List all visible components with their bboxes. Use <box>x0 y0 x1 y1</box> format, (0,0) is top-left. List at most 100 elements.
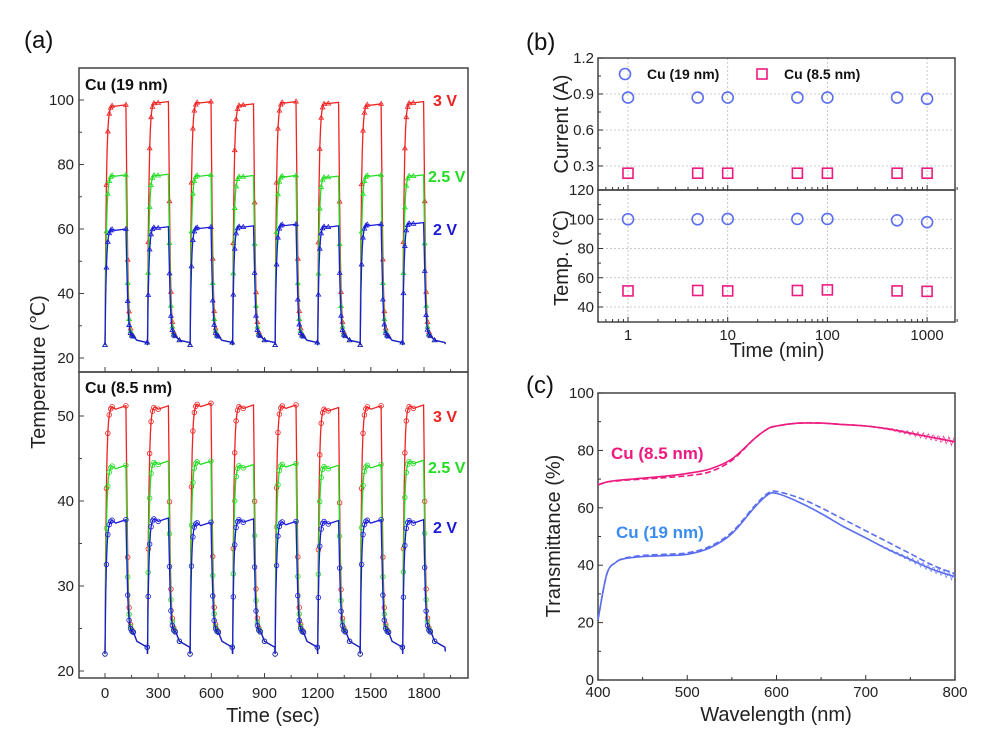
data-point <box>410 520 417 526</box>
data-point <box>187 341 194 347</box>
data-point <box>148 231 155 237</box>
data-point <box>424 326 431 332</box>
data-point <box>336 565 343 571</box>
data-point <box>189 236 196 243</box>
data-point-Cu85nm <box>921 167 933 179</box>
curve-label-cu-19nm: Cu (19 nm) <box>616 523 704 542</box>
panel-c-x-axis-title: Wavelength (nm) <box>700 704 852 726</box>
data-point <box>232 542 238 548</box>
data-point <box>215 333 222 339</box>
data-point <box>276 411 283 417</box>
data-point <box>191 107 198 113</box>
data-point-Cu19nm <box>691 91 704 104</box>
data-point <box>402 494 408 501</box>
data-point <box>410 220 417 226</box>
data-point <box>315 291 322 297</box>
data-point <box>361 177 368 183</box>
data-point <box>279 221 286 227</box>
data-point-Cu85nm <box>891 285 903 297</box>
series-label-3-V: 3 V <box>433 93 457 110</box>
series-line-Cu19nm-dashed <box>597 490 956 620</box>
legend-marker-cu-8-5nm <box>756 68 768 80</box>
data-point <box>235 102 242 108</box>
data-point <box>381 321 388 327</box>
data-point <box>318 526 324 532</box>
data-point <box>167 312 174 318</box>
data-point <box>106 110 113 116</box>
data-point <box>357 651 363 657</box>
data-point <box>103 264 110 270</box>
panel-label-b: (b) <box>526 29 555 56</box>
x-tick-label: 1500 <box>354 685 387 702</box>
data-point <box>403 469 409 476</box>
data-point <box>421 267 428 273</box>
data-point <box>363 518 369 525</box>
series-line-Cu19nm-solid <box>597 491 956 620</box>
data-point <box>123 517 129 523</box>
data-point <box>278 463 284 469</box>
data-point <box>240 519 246 525</box>
y-tick-label: 60 <box>577 270 594 287</box>
data-point <box>233 418 239 424</box>
data-point <box>103 228 110 234</box>
data-point-Cu85nm <box>821 167 834 179</box>
data-point <box>339 622 346 629</box>
data-point <box>385 333 392 339</box>
data-point <box>155 224 162 230</box>
data-point <box>105 531 111 538</box>
data-point <box>338 608 344 614</box>
data-point <box>317 452 323 458</box>
data-point <box>342 629 349 635</box>
data-point <box>339 326 346 332</box>
series-label-2-5-V: 2.5 V <box>428 460 466 477</box>
data-point <box>296 321 303 327</box>
data-point <box>109 404 115 410</box>
data-point <box>403 525 409 531</box>
data-point <box>364 101 371 107</box>
data-point <box>155 406 161 412</box>
data-point <box>325 100 332 106</box>
data-point <box>126 617 132 623</box>
data-point <box>191 177 198 183</box>
data-point <box>145 291 152 297</box>
data-point <box>423 311 430 317</box>
data-point <box>172 629 178 635</box>
data-point <box>155 172 162 178</box>
data-point <box>194 224 201 230</box>
data-point <box>399 644 406 650</box>
data-point <box>299 628 305 635</box>
data-point <box>378 517 384 523</box>
data-point <box>211 321 218 327</box>
data-point <box>358 261 365 267</box>
data-point <box>319 410 326 416</box>
data-point <box>122 171 129 177</box>
data-point <box>102 341 108 347</box>
sample-label-cu-8-5nm: Cu (8.5 nm) <box>85 380 172 397</box>
data-point <box>319 466 326 473</box>
data-point <box>122 101 129 107</box>
data-point <box>404 175 411 181</box>
data-point <box>315 594 322 601</box>
data-point <box>357 341 364 347</box>
data-point <box>176 638 183 644</box>
data-point <box>276 178 283 184</box>
data-point <box>212 625 219 632</box>
data-point-Cu85nm <box>791 284 804 297</box>
data-point <box>146 145 153 151</box>
data-point <box>193 521 199 527</box>
data-point <box>400 594 407 600</box>
y-tick-label: 80 <box>577 241 594 258</box>
data-point <box>233 230 240 236</box>
panel-b-bottom-frame <box>597 189 956 323</box>
data-point <box>317 543 323 549</box>
data-point <box>193 460 199 467</box>
data-point <box>192 225 199 231</box>
data-point <box>360 127 367 133</box>
data-point <box>318 183 325 189</box>
series-noise-Cu85nm <box>865 425 955 447</box>
data-point <box>208 519 214 525</box>
data-point <box>214 628 220 635</box>
data-point <box>274 125 281 131</box>
data-point <box>410 405 417 412</box>
data-point <box>342 332 349 339</box>
